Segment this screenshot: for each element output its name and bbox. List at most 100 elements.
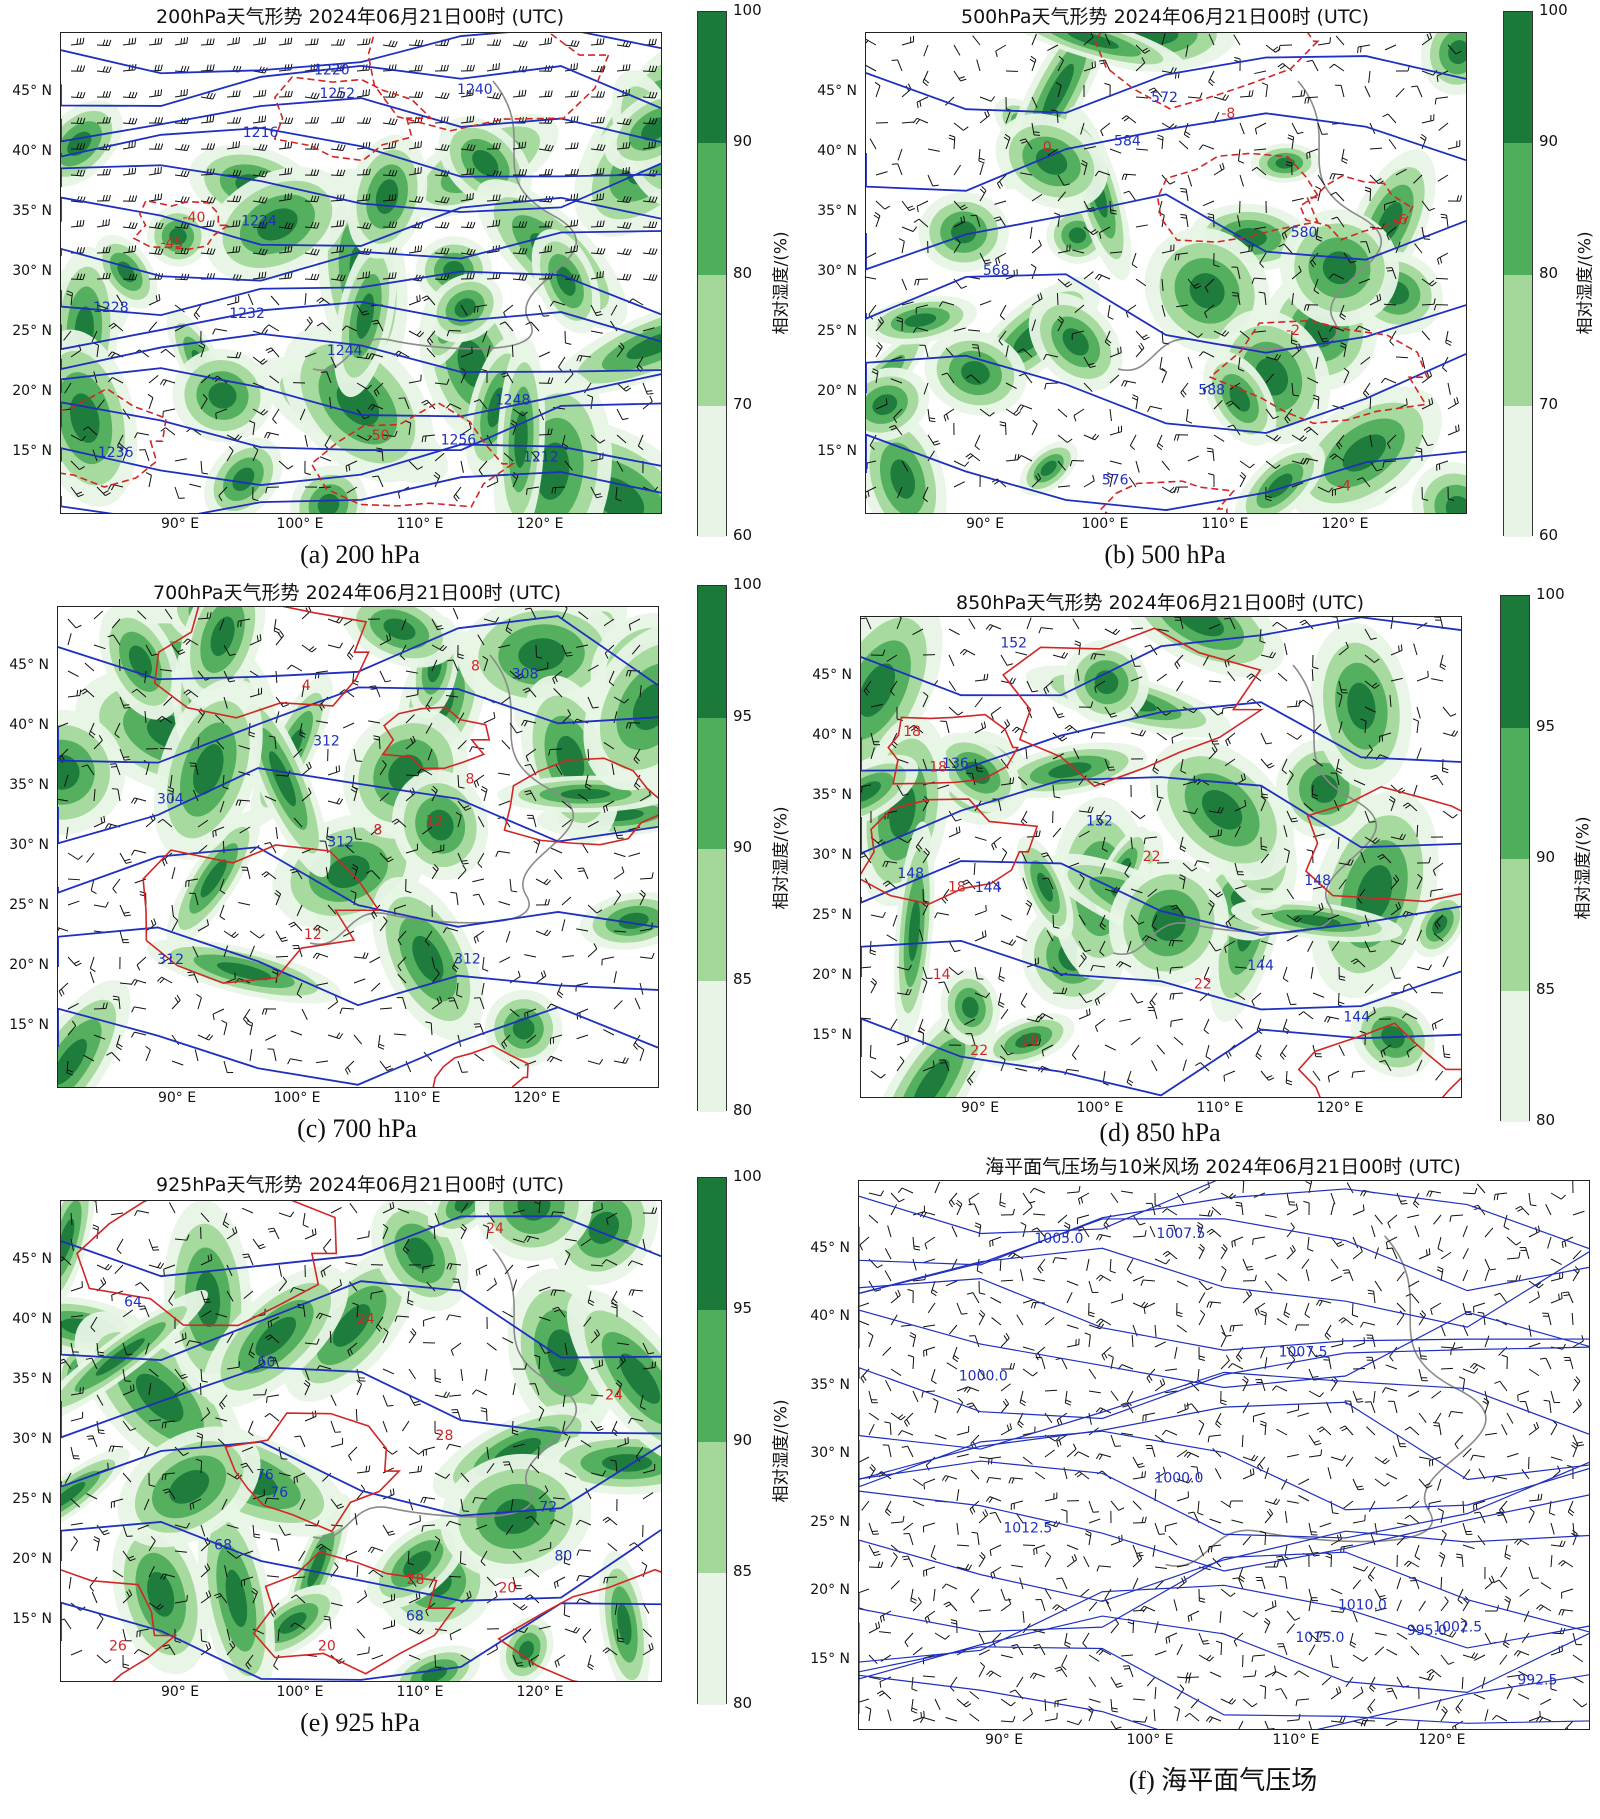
wind-barb-flag <box>1372 837 1378 843</box>
wind-barb-flag <box>550 245 553 252</box>
wind-barb-flag <box>86 1435 93 1437</box>
wind-barb-flag <box>102 219 104 227</box>
wind-barb <box>1161 249 1174 254</box>
wind-barb-flag <box>908 964 913 971</box>
wind-barb <box>252 408 264 416</box>
wind-barb <box>119 930 124 943</box>
wind-barb-flag <box>518 142 521 149</box>
height-contour-label: 136 <box>942 756 969 772</box>
wind-barb <box>1031 319 1037 332</box>
wind-barb-flag <box>914 279 917 286</box>
wind-barb <box>628 852 641 857</box>
wind-barb-flag <box>1331 455 1338 460</box>
wind-barb-flag <box>134 245 137 252</box>
wind-barb-flag <box>347 654 352 660</box>
wind-barb-flag <box>466 193 468 201</box>
wind-barb <box>299 408 306 421</box>
wind-barb-flag <box>1451 730 1456 736</box>
wind-barb-flag <box>122 445 128 451</box>
wind-barb <box>922 981 928 994</box>
wind-barb-flag <box>594 493 602 496</box>
wind-barb-flag <box>1315 186 1321 190</box>
wind-barb <box>1260 955 1265 968</box>
wind-barb-flag <box>1177 254 1180 261</box>
wind-barb <box>453 486 462 497</box>
wind-barb-flag <box>1292 394 1300 397</box>
wind-barb-flag <box>183 37 186 44</box>
wind-barb <box>1395 87 1405 98</box>
wind-barb-flag <box>469 144 473 151</box>
wind-barb-flag <box>934 912 938 919</box>
wind-barb <box>616 382 627 392</box>
wind-barb-flag <box>208 1035 214 1041</box>
wind-barb-flag <box>599 1058 604 1065</box>
wind-barb-flag <box>1180 190 1187 193</box>
wind-barb <box>226 434 238 441</box>
wind-barb <box>553 300 566 306</box>
wind-barb-flag <box>1090 228 1097 234</box>
wind-barb <box>1031 245 1042 254</box>
wind-barb-flag <box>300 731 306 735</box>
wind-barb <box>1000 782 1013 786</box>
wind-barb-flag <box>988 625 994 631</box>
wind-barb-flag <box>1180 845 1187 850</box>
wind-barb-flag <box>365 38 368 45</box>
wind-barb <box>434 148 447 152</box>
wind-barb <box>1176 304 1189 308</box>
wind-barb-flag <box>370 354 375 360</box>
wind-barb-flag <box>318 299 325 304</box>
wind-barb <box>1057 460 1066 471</box>
wind-barb <box>304 96 317 100</box>
wind-barb-flag <box>1090 806 1094 813</box>
wind-barb <box>275 774 288 777</box>
wind-barb <box>916 304 929 309</box>
wind-barb <box>134 849 147 854</box>
wind-barb <box>1291 270 1302 280</box>
wind-barb <box>70 293 73 306</box>
wind-barb-flag <box>128 168 131 175</box>
wind-barb <box>1109 475 1114 488</box>
wind-barb-flag <box>206 919 210 926</box>
wind-barb <box>1130 914 1139 925</box>
wind-barb <box>267 431 280 436</box>
wind-barb <box>341 1007 355 1010</box>
wind-barb-flag <box>391 118 395 125</box>
wind-barb-flag <box>521 195 525 202</box>
wind-barb-flag <box>1320 902 1324 909</box>
wind-barb-flag <box>258 38 261 45</box>
wind-barb-flag <box>385 856 392 861</box>
wind-barb-flag <box>1389 340 1395 346</box>
wind-barb-flag <box>1378 180 1384 185</box>
wind-barb <box>1442 706 1451 717</box>
wind-barb <box>427 748 433 761</box>
wind-barb-flag <box>336 797 341 804</box>
wind-barb-flag <box>76 247 80 254</box>
wind-barb-flag <box>182 1333 184 1340</box>
wind-barb-flag <box>1411 85 1418 88</box>
wind-barb <box>95 1201 98 1214</box>
wind-barb-flag <box>628 274 632 281</box>
wind-barb-flag <box>1306 153 1308 160</box>
wind-barb <box>278 277 291 280</box>
wind-barb <box>1283 243 1293 254</box>
wind-barb <box>1317 122 1323 135</box>
wind-barb-flag <box>195 312 201 318</box>
wind-barb-flag <box>1203 977 1210 983</box>
wind-barb-flag <box>616 890 621 896</box>
wind-barb-flag <box>105 168 108 175</box>
wind-barb <box>408 460 418 470</box>
wind-barb <box>449 1314 462 1318</box>
wind-barb <box>642 70 656 73</box>
wind-barb-flag <box>1339 978 1346 981</box>
wind-barb-flag <box>108 194 111 201</box>
wind-barb-flag <box>1002 847 1008 853</box>
wind-barb-flag <box>622 273 626 280</box>
wind-barb-flag <box>1074 640 1081 644</box>
wind-barb-flag <box>1012 678 1016 684</box>
wind-barb-flag <box>1328 487 1334 493</box>
wind-barb-flag <box>290 193 292 200</box>
wind-barb <box>974 679 987 682</box>
wind-barb-flag <box>1029 58 1036 63</box>
wind-barb-flag <box>261 170 265 177</box>
wind-barb <box>966 879 976 890</box>
